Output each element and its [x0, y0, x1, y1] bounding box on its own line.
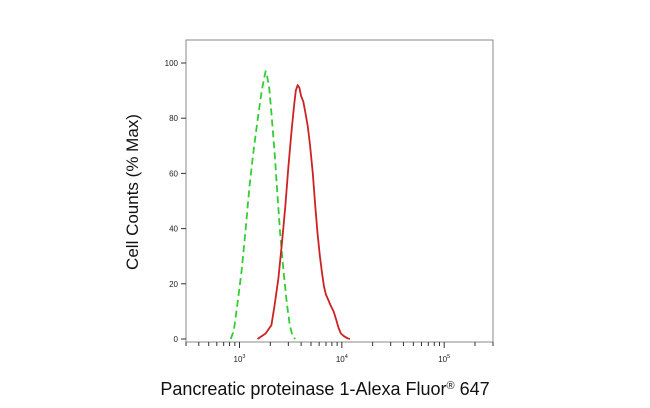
x-tick-base: 10 — [234, 355, 243, 364]
x-axis-title: Pancreatic proteinase 1-Alexa Fluor® 647 — [160, 379, 489, 399]
y-tick-label: 0 — [174, 335, 179, 344]
x-tick-label: 103 — [234, 354, 246, 364]
y-axis: 0 20 40 60 80 100 — [165, 59, 186, 344]
y-axis-title: Cell Counts (% Max) — [123, 114, 142, 270]
y-tick-label: 100 — [165, 59, 179, 68]
x-tick-label: 104 — [336, 354, 348, 364]
x-tick-base: 10 — [336, 355, 345, 364]
series-line-red-solid — [256, 84, 351, 340]
series-layer — [229, 70, 351, 340]
y-tick-label: 60 — [169, 169, 178, 178]
x-tick-exponent: 3 — [242, 354, 245, 360]
x-tick-exponent: 5 — [447, 354, 450, 360]
y-tick-label: 20 — [169, 280, 178, 289]
x-tick-base: 10 — [438, 355, 447, 364]
plot-frame — [185, 39, 494, 343]
x-axis-title-suffix: 647 — [455, 379, 490, 399]
x-tick-label: 105 — [438, 354, 450, 364]
x-tick-exponent: 4 — [345, 354, 348, 360]
y-tick-label: 40 — [169, 225, 178, 234]
registered-mark: ® — [447, 380, 455, 392]
series-line-green-dashed — [229, 70, 296, 340]
x-axis: 103 104 105 — [185, 342, 494, 364]
x-axis-title-text: Pancreatic proteinase 1-Alexa Fluor — [160, 379, 446, 399]
y-tick-label: 80 — [169, 114, 178, 123]
